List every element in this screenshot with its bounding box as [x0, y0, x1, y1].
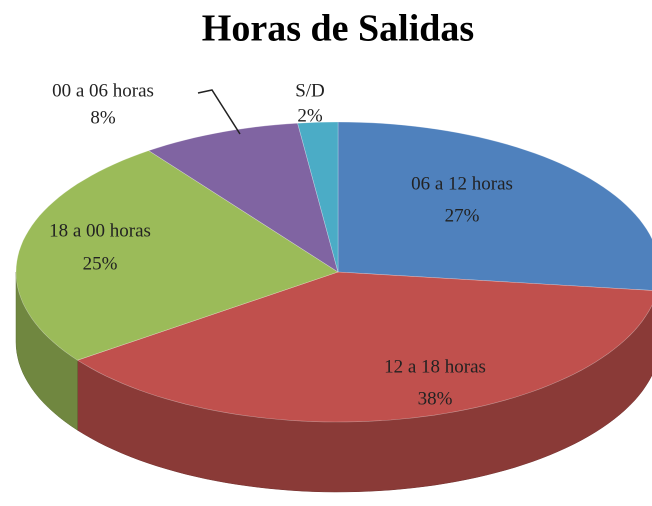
slice-value-label: 2% [297, 105, 323, 126]
pie-tops [15, 121, 652, 423]
slice [15, 150, 339, 361]
slice-value-label: 8% [90, 107, 116, 128]
chart-title: Horas de Salidas [202, 8, 474, 50]
slice [76, 271, 652, 423]
slice-value-label: 25% [83, 253, 118, 274]
slice-label: 18 a 00 horas [49, 220, 151, 241]
slice-label: 00 a 06 horas [52, 80, 154, 101]
slice-label: 06 a 12 horas [411, 173, 513, 194]
slice [147, 122, 339, 273]
slice [297, 121, 339, 273]
labels: 06 a 12 horas 27% 12 a 18 horas 38% 18 a 00 … [49, 80, 513, 409]
slice-value-label: 27% [445, 205, 480, 226]
slice-value-label: 38% [418, 388, 453, 409]
slice-label: S/D [295, 80, 325, 101]
slice-label: 12 a 18 horas [384, 356, 486, 377]
leader-line [197, 89, 241, 135]
slice [337, 121, 652, 291]
